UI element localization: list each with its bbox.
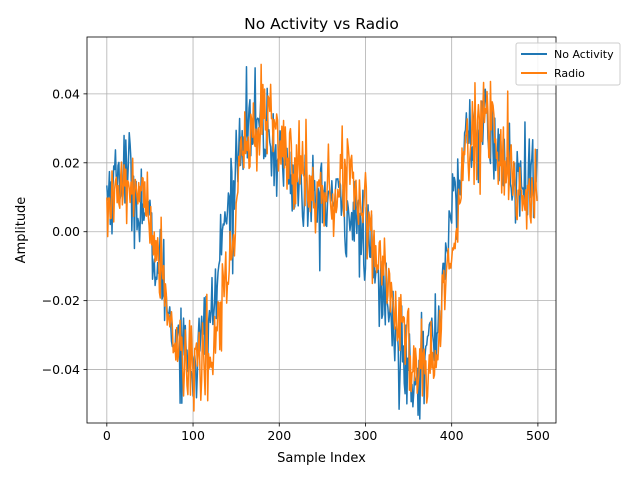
y-tick-label: −0.02 — [42, 293, 80, 308]
legend: No Activity Radio — [515, 42, 621, 86]
y-tick-label: −0.04 — [42, 362, 80, 377]
chart-title: No Activity vs Radio — [244, 15, 399, 33]
x-tick-label: 200 — [267, 428, 291, 443]
x-tick-label: 0 — [103, 428, 111, 443]
plot-frame — [86, 36, 557, 424]
y-tick-label: 0.02 — [52, 155, 80, 170]
x-tick-label: 500 — [526, 428, 550, 443]
series-line-radio — [106, 63, 538, 412]
x-tick-label: 100 — [181, 428, 205, 443]
y-tick-label: 0.00 — [52, 224, 80, 239]
legend-label-no-activity: No Activity — [554, 48, 614, 61]
x-tick-label: 400 — [440, 428, 464, 443]
legend-label-radio: Radio — [554, 67, 585, 80]
x-tick-label: 300 — [354, 428, 378, 443]
ticks: 0 100 200 300 400 500 −0.04 −0.02 0.00 0.02 0.04 — [42, 86, 550, 443]
x-axis-label: Sample Index — [277, 451, 366, 466]
y-axis-label: Amplitude — [14, 197, 29, 264]
plot-area — [87, 37, 556, 423]
y-tick-label: 0.04 — [52, 86, 80, 101]
series-lines — [106, 63, 538, 420]
